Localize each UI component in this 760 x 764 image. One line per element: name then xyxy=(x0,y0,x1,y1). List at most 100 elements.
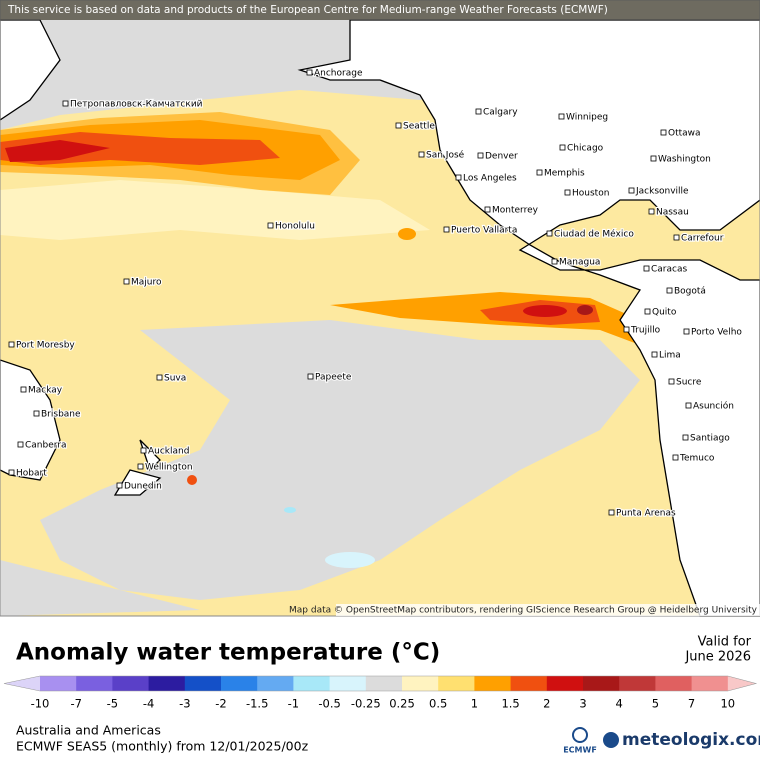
colorbar-tick-label: 4 xyxy=(616,697,623,711)
colorbar-swatch xyxy=(76,676,113,691)
city-label: Canberra xyxy=(25,441,67,451)
city-label: Temuco xyxy=(679,454,715,464)
city-marker xyxy=(623,326,630,333)
city-marker xyxy=(559,144,566,151)
city-label: Sucre xyxy=(676,378,702,388)
city-marker xyxy=(62,100,69,107)
colorbar-tick-label: -7 xyxy=(70,697,81,711)
city-label: Porto Velho xyxy=(691,328,742,338)
colorbar-swatch xyxy=(510,676,548,691)
city-label: Mackay xyxy=(28,386,63,396)
city-label: Managua xyxy=(559,258,600,268)
anomaly-area xyxy=(5,140,110,162)
city-marker xyxy=(137,463,144,470)
city-label: Majuro xyxy=(131,278,162,288)
city-marker xyxy=(8,341,15,348)
city-marker xyxy=(395,122,402,129)
city-marker xyxy=(672,454,679,461)
city-marker xyxy=(140,447,147,454)
city-marker xyxy=(558,113,565,120)
city-marker xyxy=(673,234,680,241)
city-marker xyxy=(17,441,24,448)
city-label: Bogotá xyxy=(674,287,706,297)
city-marker xyxy=(643,265,650,272)
city-marker xyxy=(20,386,27,393)
colorbar-tick-label: 2 xyxy=(543,697,550,711)
city-label: Chicago xyxy=(567,144,604,154)
land xyxy=(0,359,61,481)
colorbar-swatch xyxy=(365,676,403,691)
colorbar-tick-label: -10 xyxy=(31,697,50,711)
city-marker xyxy=(644,308,651,315)
city-label: Winnipeg xyxy=(566,113,608,123)
city-label: Anchorage xyxy=(314,69,363,79)
colorbar-tick-label: -0.5 xyxy=(318,697,340,711)
anomaly-area xyxy=(577,305,593,315)
colorbar-tick-label: 0.5 xyxy=(429,697,447,711)
city-marker xyxy=(650,155,657,162)
colorbar-end xyxy=(4,676,40,691)
city-marker xyxy=(668,378,675,385)
colorbar-tick-label: -3 xyxy=(179,697,190,711)
attribution: Map data © OpenStreetMap contributors, r… xyxy=(289,606,758,616)
map xyxy=(0,0,760,617)
city-label: Carrefour xyxy=(681,234,724,244)
city-marker xyxy=(651,351,658,358)
city-marker xyxy=(418,151,425,158)
city-label: Honolulu xyxy=(275,222,315,232)
city-marker xyxy=(666,287,673,294)
city-marker xyxy=(551,258,558,265)
ecmwf-icon xyxy=(572,727,588,743)
colorbar-tick-label: -5 xyxy=(107,697,118,711)
city-marker xyxy=(682,434,689,441)
city-marker xyxy=(8,469,15,476)
city-marker xyxy=(307,373,314,380)
colorbar-tick-label: -1.5 xyxy=(246,697,268,711)
colorbar-swatch xyxy=(438,676,475,691)
city-label: San José xyxy=(426,150,465,161)
city-marker xyxy=(475,108,482,115)
colorbar-swatch xyxy=(40,676,77,691)
city-label: Denver xyxy=(485,152,518,162)
city-label: Port Moresby xyxy=(16,341,75,351)
city-label: Papeete xyxy=(315,373,352,383)
attribution-bg xyxy=(336,604,760,616)
city-label: Auckland xyxy=(148,447,189,457)
city-marker xyxy=(628,187,635,194)
model-run: ECMWF SEAS5 (monthly) from 12/01/2025/00… xyxy=(16,739,309,754)
colorbar: -10 -7 -5 -4 -3 -2 -1.5 -1 -0.5 -0.25 0.25 0.5 1 1.5 2… xyxy=(3,675,758,711)
region: Australia and Americas xyxy=(16,723,161,738)
city-label: Brisbane xyxy=(41,410,81,420)
colorbar-swatch xyxy=(619,676,656,691)
colorbar-tick-label: 7 xyxy=(688,697,695,711)
colorbar-swatch xyxy=(546,676,584,691)
city-label: Memphis xyxy=(544,169,585,179)
city-label: Nassau xyxy=(656,208,689,218)
city-label: Calgary xyxy=(483,108,518,118)
city-marker xyxy=(685,402,692,409)
colorbar-tick-label: -2 xyxy=(215,697,226,711)
colorbar-tick-label: 5 xyxy=(652,697,659,711)
colorbar-tick-label: -4 xyxy=(143,697,154,711)
valid-label: Valid for xyxy=(698,635,752,650)
anomaly-area xyxy=(0,560,200,616)
city-label: Петропавловск-Камчатский xyxy=(70,100,203,110)
city-label: Ciudad de México xyxy=(554,229,634,240)
colorbar-swatch xyxy=(112,676,150,691)
colorbar-swatch xyxy=(655,676,693,691)
colorbar-swatch xyxy=(329,676,367,691)
city-label: Santiago xyxy=(690,434,730,444)
colorbar-swatch xyxy=(257,676,294,691)
city-label: Puerto Vallarta xyxy=(451,226,517,236)
city-label: Wellington xyxy=(145,463,193,473)
city-labels: Anchorage Петропавловск-Камчатский Calgary… xyxy=(8,67,744,520)
city-label: Dunedin xyxy=(124,482,162,492)
city-marker xyxy=(455,174,462,181)
colorbar-swatch xyxy=(402,676,439,691)
city-label: Washington xyxy=(658,155,711,165)
city-label: Seattle xyxy=(403,122,435,132)
colorbar-tick-label: 10 xyxy=(720,697,735,711)
city-label: Lima xyxy=(659,351,681,361)
